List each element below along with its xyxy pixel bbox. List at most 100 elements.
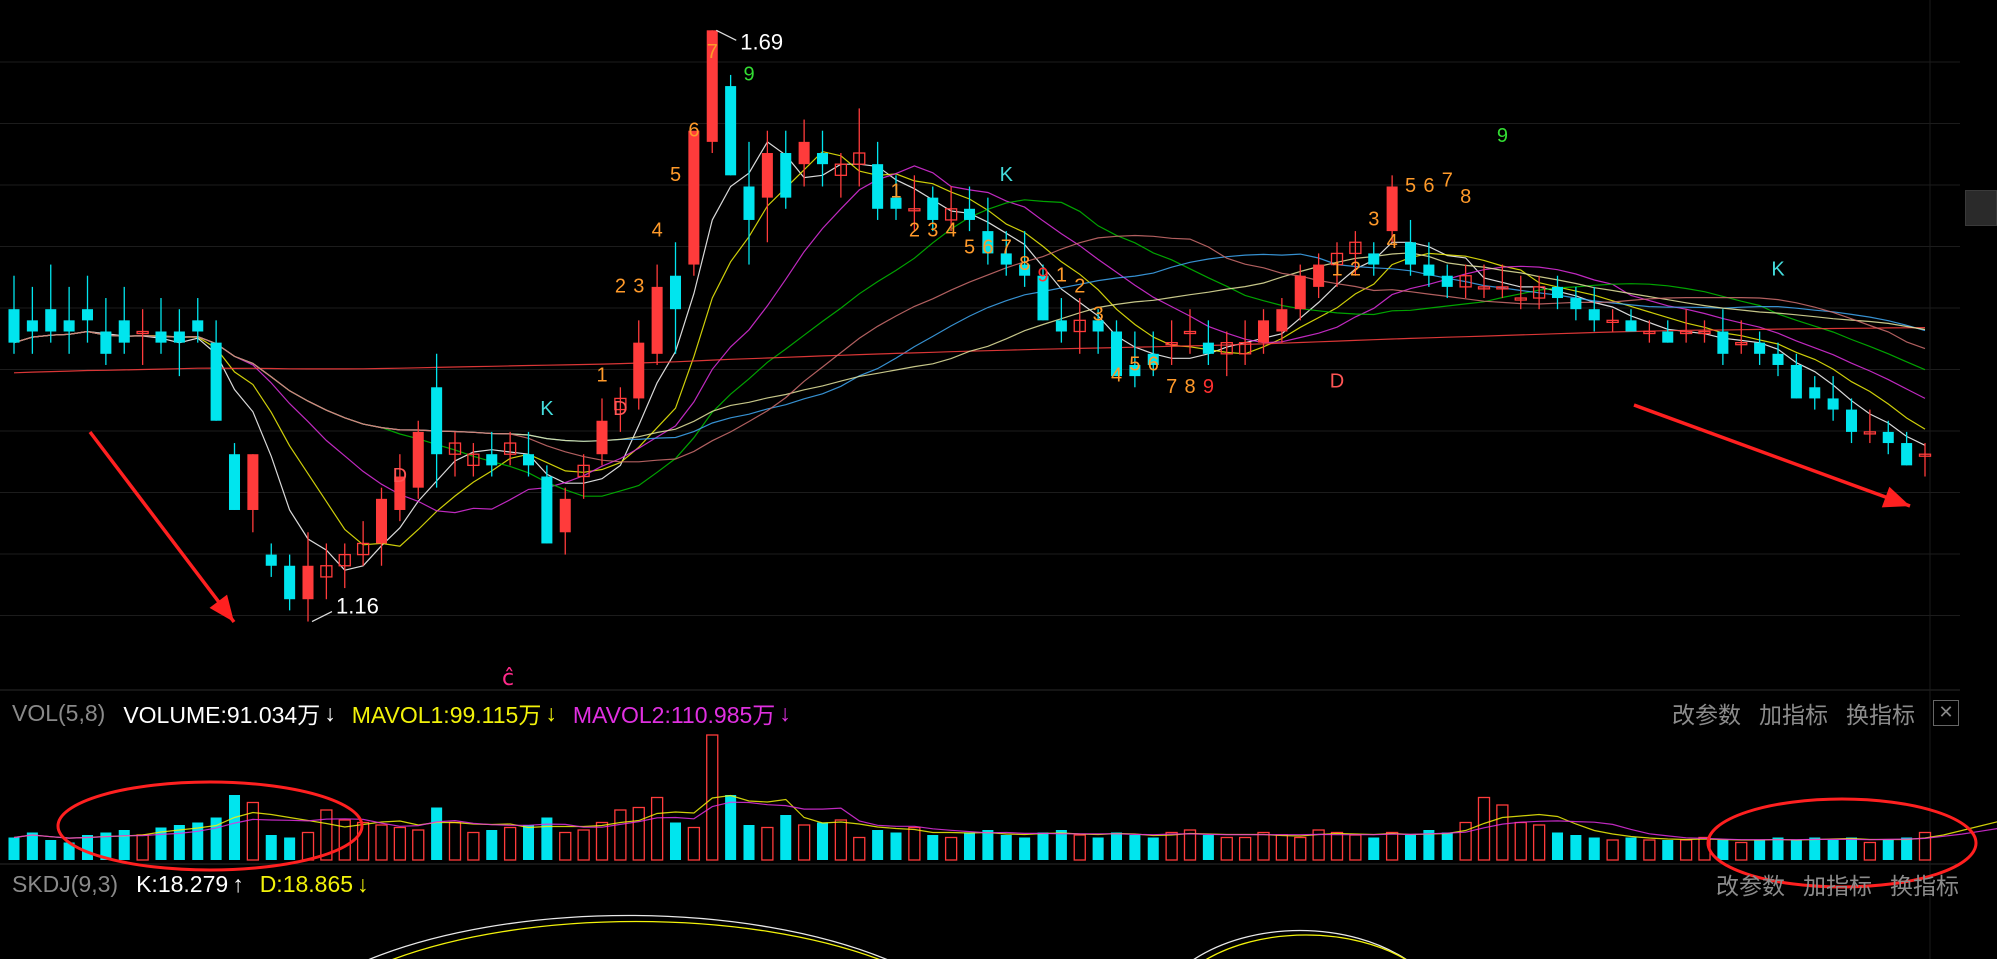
skdj-d-value: D:18.865 xyxy=(259,870,354,897)
candle-body xyxy=(503,442,517,455)
volume-bar xyxy=(1514,821,1527,861)
candle-body xyxy=(1532,286,1546,299)
candle-body xyxy=(1698,330,1711,335)
close-icon[interactable]: ✕ xyxy=(1933,700,1959,726)
volume-bar xyxy=(1330,831,1344,861)
vol-indicator-bar: VOL(5,8) VOLUME:91.034万 ↓ MAVOL1:99.115万… xyxy=(0,696,1997,730)
volume-bar xyxy=(725,795,737,860)
ma-line-7 xyxy=(13,252,1926,442)
volume-bar xyxy=(1809,837,1821,860)
volume-bar xyxy=(173,825,185,860)
volume-bar xyxy=(265,835,277,860)
high-price-label: 1.69 xyxy=(740,29,783,54)
annotation-label: 5 xyxy=(1129,354,1140,376)
candle-body xyxy=(1257,320,1270,343)
volume-bar xyxy=(1257,831,1270,861)
volume-bar xyxy=(1570,835,1582,860)
volume-bar xyxy=(1238,836,1252,861)
candle-body xyxy=(1110,331,1123,377)
vol-params-button[interactable]: 改参数 xyxy=(1672,702,1741,728)
annotation-label: 1 xyxy=(1056,264,1067,286)
candle-body xyxy=(908,208,921,212)
down-arrow-left-head xyxy=(209,594,234,622)
candle-body xyxy=(1551,286,1564,299)
volume-bar xyxy=(816,822,829,860)
volume-bar xyxy=(1532,824,1546,861)
annotation-label: 6 xyxy=(688,119,699,141)
annotation-label: 3 xyxy=(633,275,644,297)
extreme-price-labels: 1.69 1.16 ĉ xyxy=(311,29,783,691)
candle-body xyxy=(1129,364,1141,377)
volume-bar xyxy=(1404,835,1417,860)
volume-bar xyxy=(1901,837,1913,860)
candle-body xyxy=(890,197,902,209)
volume-bar xyxy=(1129,835,1141,860)
ma-line-6 xyxy=(13,327,1926,374)
skdj-d-line xyxy=(1205,934,1407,959)
volume-bar xyxy=(1073,834,1086,861)
annotation-label: 8 xyxy=(1460,186,1471,208)
candle-body xyxy=(1514,297,1527,301)
volume-bar xyxy=(136,834,149,861)
volume-bar xyxy=(63,842,75,860)
volume-bar xyxy=(1423,830,1435,860)
annotation-label: 5 xyxy=(1405,175,1416,197)
volume-bar xyxy=(393,826,407,861)
candle-body xyxy=(431,387,443,455)
volume-bar xyxy=(155,827,167,860)
annotation-label: 3 xyxy=(1093,303,1104,325)
annotation-label: 6 xyxy=(1148,354,1159,376)
high-pointer xyxy=(715,29,737,41)
volume-bar xyxy=(1092,837,1104,860)
candle-body xyxy=(596,420,608,455)
volume-bar xyxy=(1459,821,1472,861)
volume-bar xyxy=(1294,836,1307,861)
volume-bar xyxy=(743,825,755,860)
candle-body xyxy=(614,397,627,411)
skdj-switch-indicator-button[interactable]: 换指标 xyxy=(1890,873,1959,899)
volume-bar xyxy=(577,829,590,861)
volume-bar xyxy=(1441,832,1453,860)
candle-body xyxy=(284,565,296,600)
annotation-label: 7 xyxy=(1442,169,1453,191)
annotation-label: 7 xyxy=(1166,376,1177,398)
candle-body xyxy=(872,164,884,209)
skdj-params-button[interactable]: 改参数 xyxy=(1716,873,1785,899)
candle-body xyxy=(1643,330,1656,335)
skdj-add-indicator-button[interactable]: 加指标 xyxy=(1803,873,1872,899)
candle-body xyxy=(559,498,571,533)
vol-switch-indicator-button[interactable]: 换指标 xyxy=(1846,702,1915,728)
volume-bar xyxy=(1055,830,1067,860)
volume-bar xyxy=(944,836,958,861)
annotation-label: 9 xyxy=(1497,125,1508,147)
candle-body xyxy=(210,342,222,421)
chart-scroll-handle[interactable] xyxy=(1965,190,1997,226)
volume-bar xyxy=(1717,840,1729,860)
annotation-label: 3 xyxy=(927,220,938,242)
candle-body xyxy=(1809,387,1821,399)
candle-body xyxy=(1423,264,1435,276)
candle-body xyxy=(448,442,462,455)
annotation-label: K xyxy=(540,398,554,420)
skdj-indicator-buttons: 改参数 加指标 换指标 xyxy=(1698,867,1959,901)
vol-add-indicator-button[interactable]: 加指标 xyxy=(1759,702,1828,728)
annotation-label: 7 xyxy=(707,41,718,63)
volume-bar xyxy=(1643,839,1656,861)
candle-body xyxy=(1183,330,1197,335)
candle-body xyxy=(1845,409,1858,432)
volume-bar xyxy=(1385,831,1399,861)
candle-body xyxy=(725,86,737,176)
candle-body xyxy=(651,286,663,354)
candle-body xyxy=(8,309,20,343)
skdj-d-line xyxy=(392,920,880,959)
volume-bar xyxy=(1110,832,1123,860)
volume-bar xyxy=(632,806,645,861)
volume-bar xyxy=(1551,832,1564,860)
candle-body xyxy=(853,152,866,165)
annotation-label: 6 xyxy=(1423,175,1434,197)
candle-body xyxy=(1662,331,1674,343)
candle-body xyxy=(1827,398,1839,410)
volume-value: VOLUME:91.034万 xyxy=(123,702,321,728)
volume-bar xyxy=(1368,837,1380,860)
